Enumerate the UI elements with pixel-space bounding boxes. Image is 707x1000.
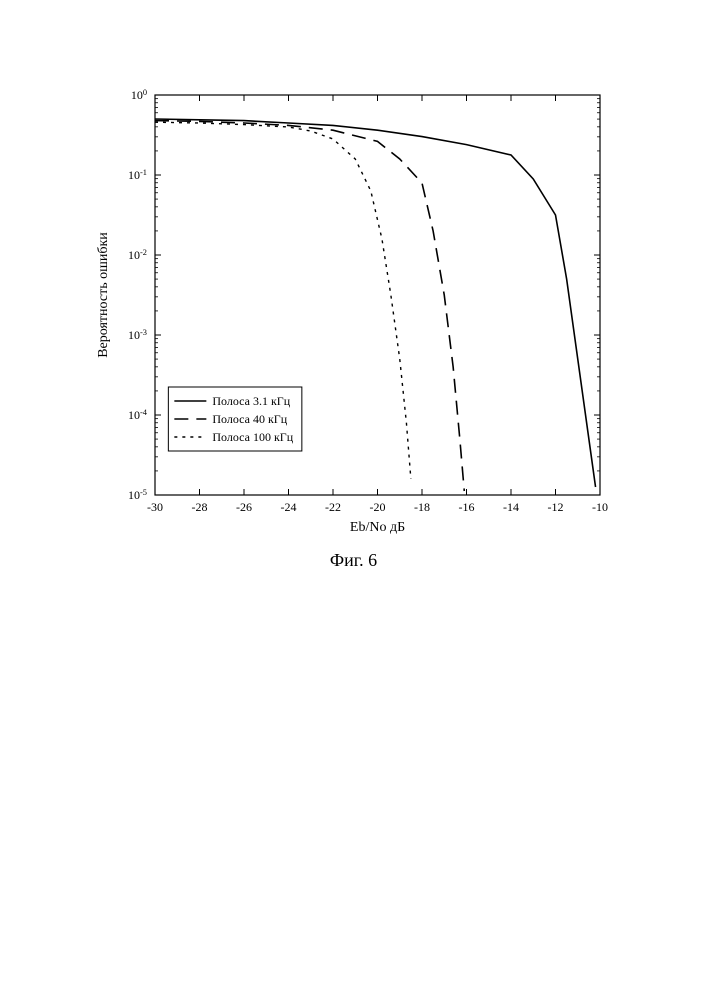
svg-text:-10: -10 xyxy=(592,500,608,514)
svg-text:-22: -22 xyxy=(325,500,341,514)
svg-text:Полоса 100 кГц: Полоса 100 кГц xyxy=(212,430,293,444)
figure-caption: Фиг. 6 xyxy=(0,550,707,571)
svg-text:-20: -20 xyxy=(370,500,386,514)
error-probability-chart: -30 -28 -26 -24 -22 -20 -18 -16 -14 -12 -10 10-5 10-… xyxy=(0,0,707,580)
svg-text:10-1: 10-1 xyxy=(128,168,147,183)
svg-text:-30: -30 xyxy=(147,500,163,514)
svg-text:Полоса 3.1 кГц: Полоса 3.1 кГц xyxy=(212,394,290,408)
svg-text:-16: -16 xyxy=(459,500,475,514)
svg-text:-12: -12 xyxy=(548,500,564,514)
svg-text:10-2: 10-2 xyxy=(128,248,147,263)
svg-text:10-5: 10-5 xyxy=(128,488,147,503)
svg-text:-18: -18 xyxy=(414,500,430,514)
svg-text:-24: -24 xyxy=(281,500,297,514)
svg-text:10-3: 10-3 xyxy=(128,328,147,343)
svg-text:-26: -26 xyxy=(236,500,252,514)
svg-text:-28: -28 xyxy=(192,500,208,514)
svg-text:-14: -14 xyxy=(503,500,519,514)
svg-text:10-4: 10-4 xyxy=(128,408,148,423)
svg-text:100: 100 xyxy=(131,88,147,103)
svg-text:Вероятность ошибки: Вероятность ошибки xyxy=(96,232,111,358)
page-container: -30 -28 -26 -24 -22 -20 -18 -16 -14 -12 -10 10-5 10-… xyxy=(0,0,707,1000)
svg-text:Eb/No дБ: Eb/No дБ xyxy=(350,520,405,535)
svg-text:Полоса 40 кГц: Полоса 40 кГц xyxy=(212,412,287,426)
